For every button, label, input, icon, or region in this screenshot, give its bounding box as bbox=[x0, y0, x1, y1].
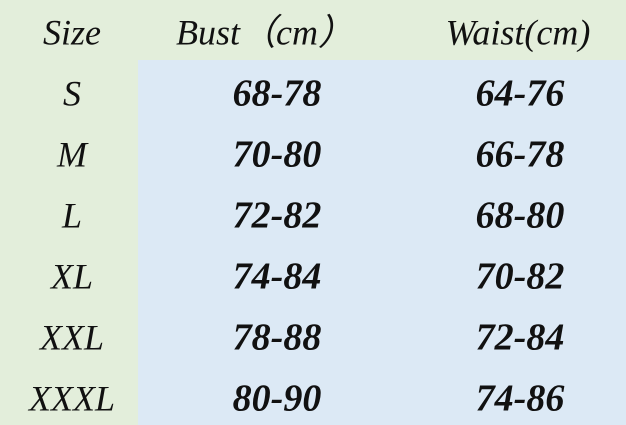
measure-cell: 72-82 bbox=[233, 195, 322, 237]
size-cell: XXXL bbox=[27, 378, 115, 418]
body-background bbox=[138, 60, 626, 425]
measure-cell: 74-86 bbox=[476, 378, 565, 420]
measure-cell: 72-84 bbox=[476, 317, 565, 359]
size-cell: L bbox=[61, 195, 82, 235]
size-cell: S bbox=[63, 73, 81, 113]
header-cell: Bust（cm） bbox=[176, 12, 354, 52]
measure-cell: 68-80 bbox=[476, 195, 565, 237]
measure-cell: 80-90 bbox=[233, 378, 322, 420]
measure-cell: 78-88 bbox=[233, 317, 322, 359]
size-cell: XL bbox=[49, 256, 93, 296]
header-cell: Waist(cm) bbox=[446, 12, 591, 52]
measure-cell: 74-84 bbox=[233, 256, 322, 298]
measure-cell: 70-80 bbox=[233, 134, 322, 176]
size-cell: M bbox=[56, 134, 89, 174]
measure-cell: 70-82 bbox=[476, 256, 565, 298]
size-cell: XXL bbox=[38, 317, 104, 357]
measure-cell: 68-78 bbox=[233, 73, 322, 115]
measure-cell: 64-76 bbox=[476, 73, 565, 115]
header-cell: Size bbox=[43, 12, 101, 52]
measure-cell: 66-78 bbox=[476, 134, 565, 176]
